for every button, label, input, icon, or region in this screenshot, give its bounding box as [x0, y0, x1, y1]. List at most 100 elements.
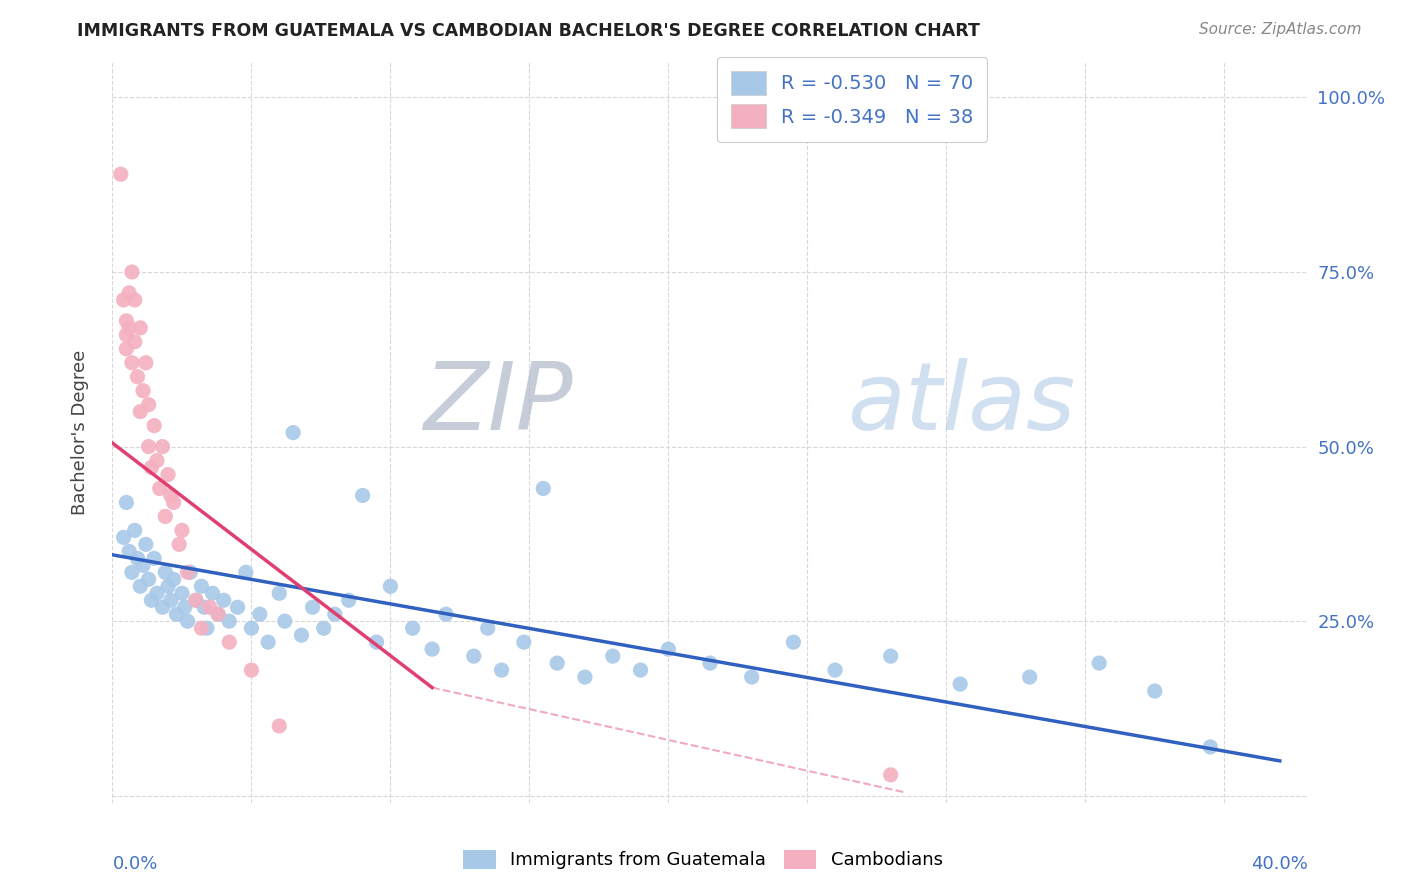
Point	[301, 600, 323, 615]
Point	[699, 656, 721, 670]
Point	[218, 635, 240, 649]
Point	[124, 293, 146, 307]
Point	[1143, 684, 1166, 698]
Point	[121, 566, 143, 580]
Point	[118, 321, 141, 335]
Point	[127, 369, 149, 384]
Point	[201, 586, 224, 600]
Point	[602, 649, 624, 664]
Point	[143, 551, 166, 566]
Point	[380, 579, 402, 593]
Point	[420, 642, 443, 657]
Legend: R = -0.530   N = 70, R = -0.349   N = 38: R = -0.530 N = 70, R = -0.349 N = 38	[717, 57, 987, 142]
Point	[879, 768, 901, 782]
Point	[124, 524, 146, 538]
Point	[132, 558, 155, 573]
Point	[162, 495, 184, 509]
Point	[630, 663, 652, 677]
Text: 40.0%: 40.0%	[1251, 855, 1308, 872]
Point	[129, 321, 152, 335]
Point	[165, 607, 187, 622]
Point	[118, 285, 141, 300]
Point	[141, 460, 163, 475]
Point	[143, 418, 166, 433]
Point	[132, 384, 155, 398]
Point	[352, 488, 374, 502]
Point	[240, 621, 263, 635]
Point	[949, 677, 972, 691]
Point	[170, 586, 193, 600]
Point	[269, 586, 291, 600]
Point	[115, 314, 138, 328]
Point	[281, 425, 304, 440]
Point	[657, 642, 679, 657]
Point	[190, 621, 212, 635]
Point	[218, 614, 240, 628]
Point	[155, 566, 177, 580]
Point	[173, 600, 195, 615]
Point	[193, 600, 215, 615]
Point	[184, 593, 207, 607]
Point	[1199, 739, 1222, 754]
Point	[162, 572, 184, 586]
Point	[160, 488, 183, 502]
Point	[152, 600, 174, 615]
Point	[112, 293, 135, 307]
Point	[155, 509, 177, 524]
Point	[574, 670, 596, 684]
Point	[235, 566, 257, 580]
Text: 0.0%: 0.0%	[112, 855, 157, 872]
Point	[121, 356, 143, 370]
Point	[138, 572, 160, 586]
Point	[112, 530, 135, 544]
Point	[198, 600, 221, 615]
Point	[176, 614, 198, 628]
Point	[212, 593, 235, 607]
Point	[149, 482, 172, 496]
Point	[157, 579, 180, 593]
Point	[207, 607, 229, 622]
Point	[366, 635, 388, 649]
Point	[152, 440, 174, 454]
Point	[195, 621, 218, 635]
Point	[170, 524, 193, 538]
Point	[190, 579, 212, 593]
Text: atlas: atlas	[848, 358, 1076, 449]
Text: IMMIGRANTS FROM GUATEMALA VS CAMBODIAN BACHELOR'S DEGREE CORRELATION CHART: IMMIGRANTS FROM GUATEMALA VS CAMBODIAN B…	[77, 22, 980, 40]
Point	[337, 593, 360, 607]
Point	[115, 495, 138, 509]
Point	[115, 342, 138, 356]
Point	[249, 607, 271, 622]
Point	[129, 579, 152, 593]
Point	[323, 607, 346, 622]
Point	[226, 600, 249, 615]
Point	[513, 635, 536, 649]
Point	[115, 327, 138, 342]
Point	[135, 356, 157, 370]
Point	[110, 167, 132, 181]
Point	[141, 593, 163, 607]
Point	[184, 593, 207, 607]
Point	[531, 482, 554, 496]
Point	[240, 663, 263, 677]
Point	[434, 607, 457, 622]
Point	[546, 656, 568, 670]
Legend: Immigrants from Guatemala, Cambodians: Immigrants from Guatemala, Cambodians	[454, 841, 952, 879]
Point	[1088, 656, 1111, 670]
Point	[179, 566, 201, 580]
Point	[176, 566, 198, 580]
Point	[824, 663, 846, 677]
Text: ZIP: ZIP	[423, 358, 572, 449]
Point	[146, 453, 169, 467]
Point	[491, 663, 513, 677]
Point	[463, 649, 485, 664]
Point	[157, 467, 180, 482]
Point	[138, 398, 160, 412]
Point	[879, 649, 901, 664]
Text: Source: ZipAtlas.com: Source: ZipAtlas.com	[1198, 22, 1361, 37]
Point	[138, 440, 160, 454]
Point	[401, 621, 423, 635]
Point	[167, 537, 190, 551]
Point	[741, 670, 763, 684]
Point	[118, 544, 141, 558]
